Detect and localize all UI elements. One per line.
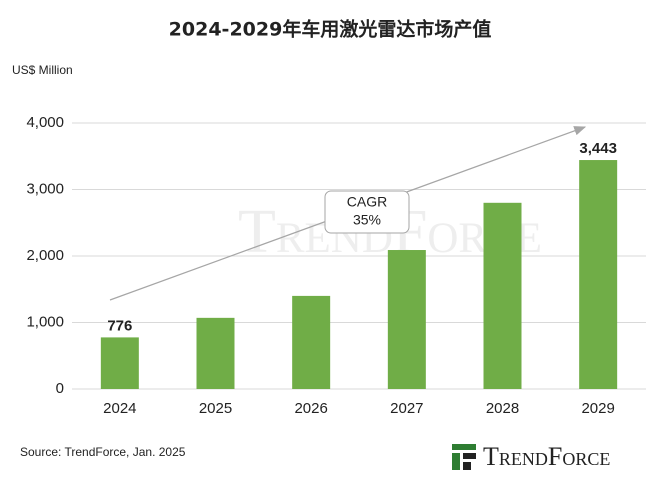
annotation-box	[324, 190, 410, 234]
source: Source: TrendForce, Jan. 2025	[20, 445, 186, 459]
x-tick-label: 2026	[294, 400, 327, 417]
bar	[483, 202, 522, 389]
annotation: CAGR	[347, 194, 387, 210]
y-tick-label: 3,000	[26, 180, 64, 197]
bar	[292, 295, 331, 389]
data-label: 776	[107, 317, 132, 334]
logo	[452, 444, 476, 470]
bar	[387, 250, 426, 389]
y-tick-label: 0	[56, 380, 64, 397]
y-tick-label: 4,000	[26, 114, 64, 131]
x-tick-label: 2025	[199, 400, 232, 417]
y-axis-label: US$ Million	[12, 63, 73, 77]
y-tick-label: 1,000	[26, 313, 64, 330]
x-tick-label: 2028	[486, 400, 519, 417]
y-tick-label: 2,000	[26, 247, 64, 264]
annotation: 35%	[353, 212, 381, 228]
bar	[196, 317, 235, 389]
x-tick-label: 2024	[103, 400, 136, 417]
data-label: 3,443	[579, 140, 617, 157]
logo-text: TrendForce	[483, 442, 610, 471]
x-tick-label: 2027	[390, 400, 423, 417]
x-tick-label: 2029	[581, 400, 614, 417]
bar	[100, 337, 139, 389]
chart-title: 2024-2029年车用激光雷达市场产值	[169, 18, 492, 41]
bar	[579, 160, 618, 389]
